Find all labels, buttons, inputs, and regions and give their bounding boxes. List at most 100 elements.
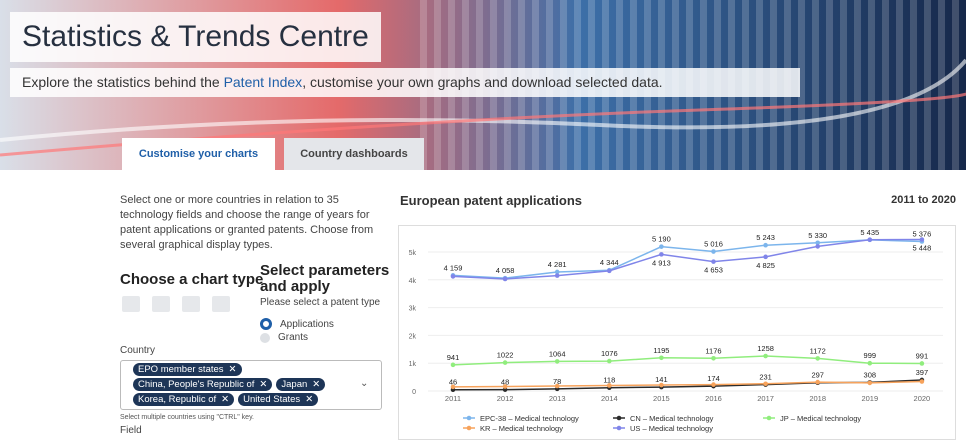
field-label: Field	[120, 425, 142, 436]
pie-chart-icon[interactable]	[182, 296, 200, 312]
chip-remove[interactable]: ✕	[259, 379, 268, 390]
point	[867, 360, 873, 366]
data-label: 308	[864, 370, 877, 379]
point	[919, 379, 925, 384]
x-tick-label: 2013	[549, 394, 566, 403]
data-label: 1258	[757, 344, 774, 353]
data-label: 5 190	[652, 235, 671, 244]
data-label: 1022	[497, 351, 514, 360]
point	[554, 359, 560, 364]
chip-remove[interactable]: ✕	[221, 394, 230, 405]
radio-label: Grants	[278, 332, 309, 343]
legend-label: JP – Medical technology	[780, 414, 861, 423]
chip-remove[interactable]: ✕	[312, 379, 321, 390]
chip-label: Korea, Republic of	[138, 394, 217, 405]
legend-label: EPC-38 – Medical technology	[480, 414, 579, 423]
chip-remove[interactable]: ✕	[305, 394, 314, 405]
legend-label: US – Medical technology	[630, 424, 713, 433]
point	[554, 269, 560, 275]
line-chart-icon[interactable]	[152, 296, 170, 312]
country-chip[interactable]: China, People's Republic of ✕	[133, 378, 273, 391]
tab[interactable]: Customise your charts	[122, 138, 275, 170]
heading: Select parameters and apply	[260, 262, 390, 295]
legend-dot	[766, 415, 772, 421]
data-label: 1064	[549, 349, 566, 358]
data-label: 5 376	[913, 230, 932, 239]
point	[607, 358, 612, 364]
x-tick-label: 2020	[914, 394, 931, 403]
data-label: 5 330	[808, 231, 827, 240]
point	[554, 383, 560, 389]
point	[867, 237, 873, 243]
country-chip[interactable]: EPO member states ✕	[133, 363, 242, 376]
point	[607, 268, 612, 274]
series-line	[452, 380, 922, 388]
data-label: 174	[707, 374, 720, 383]
dropdown-caret[interactable]: ⌄	[360, 378, 369, 389]
chart-title: European patent applications	[400, 193, 583, 208]
data-label: 999	[864, 351, 877, 360]
subtitle-text: , customise your own graphs and download…	[302, 74, 663, 90]
point	[502, 276, 508, 282]
data-label: 78	[553, 377, 561, 386]
radio-option[interactable]: Applications	[260, 318, 334, 330]
point	[450, 362, 456, 368]
data-label: 46	[449, 378, 457, 387]
point	[763, 353, 768, 359]
point	[763, 242, 768, 248]
bar-chart-icon[interactable]	[122, 296, 140, 312]
y-tick-label: 5k	[409, 250, 417, 257]
point	[659, 382, 664, 388]
y-tick-label: 4k	[409, 278, 417, 285]
data-label: 5 016	[704, 240, 723, 249]
point	[554, 273, 560, 278]
chart: 0 1k 2k 3k 4k 5k 2011 2012 2013 2014 2015 2016 2017 2…	[398, 225, 956, 440]
x-tick-label: 2012	[497, 394, 514, 403]
prompt: Please select a patent type	[260, 297, 381, 308]
point	[867, 380, 873, 386]
data-label: 297	[811, 371, 824, 380]
point	[659, 252, 664, 257]
tab[interactable]: Country dashboards	[284, 138, 424, 170]
point	[763, 254, 768, 260]
country-chip[interactable]: Japan ✕	[276, 378, 326, 391]
chart-period: 2011 to 2020	[891, 194, 956, 206]
data-label: 4 344	[600, 258, 619, 267]
country-chip[interactable]: Korea, Republic of ✕	[133, 393, 235, 406]
column-chart-icon[interactable]	[212, 296, 230, 312]
intro-text: Select one or more countries in relation…	[120, 194, 374, 251]
country-chip[interactable]: United States ✕	[238, 393, 319, 406]
patent-index-link[interactable]: Patent Index	[223, 74, 303, 90]
heading: Choose a chart type	[120, 271, 264, 288]
chips: EPO member states ✕ China, People's Republ…	[133, 363, 348, 406]
country-select[interactable]	[120, 360, 382, 410]
data-label: 1172	[810, 346, 826, 355]
y-tick-label: 3k	[409, 306, 417, 313]
chip-label: China, People's Republic of	[138, 379, 255, 390]
data-label: 4 913	[652, 258, 671, 267]
chip-remove[interactable]: ✕	[228, 364, 237, 375]
point	[919, 237, 925, 242]
x-tick-label: 2016	[705, 394, 722, 403]
subtitle-text: Explore the statistics behind the	[22, 74, 224, 90]
data-label: 4 825	[756, 261, 775, 270]
data-label: 5 435	[860, 228, 879, 237]
data-label: 4 058	[496, 266, 515, 275]
point	[815, 240, 820, 246]
point	[711, 382, 716, 387]
legend-dot	[616, 425, 622, 431]
chart-frame	[398, 225, 956, 440]
series-line	[452, 239, 922, 279]
point	[450, 274, 456, 279]
data-label: 397	[916, 368, 929, 377]
series-line	[452, 238, 922, 280]
data-label: 4 159	[444, 263, 463, 272]
chip-label: Japan	[281, 379, 308, 390]
data-label: 5 448	[913, 244, 932, 253]
data-label: 48	[501, 378, 509, 387]
data-label: 4 281	[548, 260, 567, 269]
x-tick-label: 2018	[809, 394, 826, 403]
chip-label: United States	[243, 394, 301, 405]
radio-option[interactable]: Grants	[260, 332, 308, 343]
y-tick-label: 1k	[409, 361, 417, 368]
